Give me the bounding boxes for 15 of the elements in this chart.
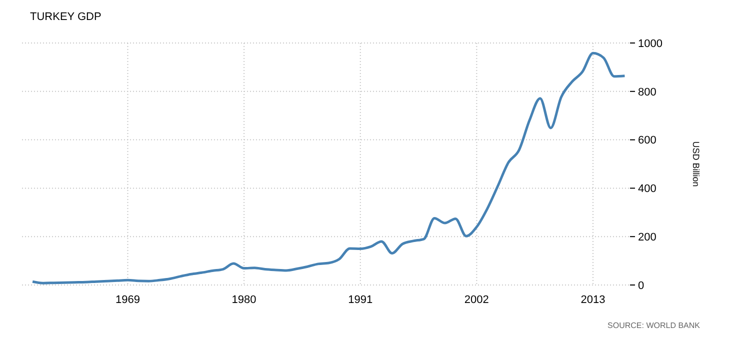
y-tick-label: 0 <box>638 280 644 292</box>
y-tick-label: 400 <box>638 183 656 196</box>
y-tick-label: 200 <box>638 231 656 244</box>
y-tick-label: 600 <box>638 134 656 147</box>
y-tick-label: 800 <box>638 86 656 98</box>
x-tick-label: 2013 <box>580 294 606 306</box>
line-series <box>31 52 626 284</box>
x-tick-label: 1991 <box>348 294 373 306</box>
x-tick-label: 1980 <box>232 294 256 306</box>
y-axis-title: USD Billion <box>691 141 701 187</box>
x-tick-label: 2002 <box>464 294 489 306</box>
y-tick-label: 1000 <box>638 38 662 50</box>
source-note: SOURCE: WORLD BANK <box>608 321 701 330</box>
x-tick-label: 1969 <box>115 294 140 306</box>
chart-title: TURKEY GDP <box>30 11 102 23</box>
